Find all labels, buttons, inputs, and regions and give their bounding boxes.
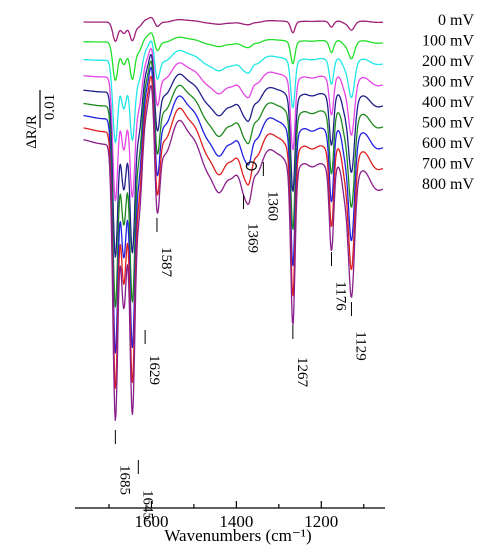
series-line-200-mv: [83, 40, 383, 144]
series-line-300-mv: [83, 47, 383, 202]
scale-bar: ΔR/R 0.01: [24, 90, 58, 149]
peak-label-1369: 1369: [245, 223, 261, 253]
peak-label-1587: 1587: [158, 247, 174, 278]
peak-label-1645: 1645: [139, 490, 155, 520]
peak-label-1267: 1267: [294, 357, 310, 388]
x-axis-ticks: 1600 1400 1200: [108, 501, 365, 531]
series-line-600-mv: [83, 66, 384, 354]
legend-item-500-mv: 500 mV: [422, 115, 474, 132]
series-line-0-mv: [83, 16, 383, 42]
peak-label-1629: 1629: [146, 355, 162, 385]
legend-item-200-mv: 200 mV: [422, 53, 474, 70]
series-line-800-mv: [83, 84, 384, 421]
series-line-100-mv: [83, 32, 383, 82]
x-tick-label-1400: 1400: [219, 512, 253, 531]
peak-label-1685: 1685: [116, 465, 132, 495]
x-axis-title: Wavenumbers (cm⁻¹): [164, 526, 311, 545]
scale-bar-denominator: 0.01: [42, 94, 58, 120]
series-line-400-mv: [83, 53, 383, 258]
spectra-series-group: [83, 16, 384, 421]
legend-item-400-mv: 400 mV: [422, 94, 474, 111]
peak-label-1360: 1360: [264, 191, 280, 221]
x-tick-label-1600: 1600: [134, 512, 168, 531]
scale-bar-numerator: ΔR/R: [24, 115, 40, 149]
peak-circle-1360: [245, 161, 257, 171]
legend-item-300-mv: 300 mV: [422, 74, 474, 91]
legend-item-100-mv: 100 mV: [422, 33, 474, 50]
peak-label-1129: 1129: [352, 331, 368, 360]
legend-item-600-mv: 600 mV: [422, 135, 474, 152]
legend-item-800-mv: 800 mV: [422, 176, 474, 193]
series-line-500-mv: [83, 60, 384, 308]
x-tick-label-1200: 1200: [304, 512, 338, 531]
legend-item-0-mv: 0 mV: [438, 12, 474, 29]
peak-label-1176: 1176: [332, 281, 348, 311]
legend-item-700-mv: 700 mV: [422, 156, 474, 173]
legend: 0 mV 100 mV 200 mV 300 mV 400 mV 500 mV 600 mV…: [422, 12, 474, 193]
series-line-700-mv: [83, 75, 384, 389]
